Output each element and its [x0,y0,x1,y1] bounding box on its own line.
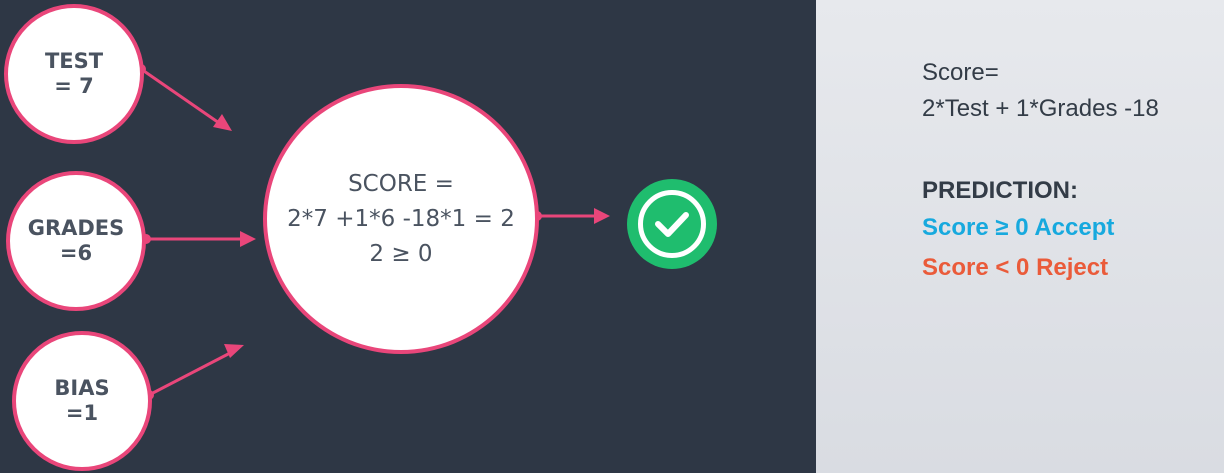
output-badge [627,179,717,269]
bias-label: BIAS [54,376,110,400]
arrowhead-bias [224,344,244,358]
arrowhead-test [213,114,232,131]
grades-value: =6 [59,241,93,265]
score-node: SCORE = 2*7 +1*6 -18*1 = 2 2 ≥ 0 [263,84,539,354]
edge-test-to-score [140,67,223,127]
grades-label: GRADES [27,216,125,240]
input-node-grades: GRADES =6 [6,171,146,311]
reject-rule: Score < 0 Reject [922,254,1109,281]
checkmark-icon [638,190,706,258]
test-value: = 7 [54,74,94,98]
explanation-panel [816,0,1224,473]
bias-value: =1 [65,401,99,425]
test-label: TEST [44,49,104,73]
prediction-title: PREDICTION: [922,177,1078,204]
score-calculation: 2*7 +1*6 -18*1 = 2 [287,205,515,232]
diagram-edges [136,64,610,400]
arrowhead-output [594,208,610,224]
formula-label: Score= [922,59,999,86]
accept-rule: Score ≥ 0 Accept [922,214,1115,241]
edge-bias-to-score [148,349,235,397]
input-node-test: TEST = 7 [4,4,144,144]
arrowhead-grades [240,231,256,247]
score-label: SCORE = [348,170,454,197]
input-node-bias: BIAS =1 [12,331,152,471]
formula-body: 2*Test + 1*Grades -18 [922,95,1159,122]
score-comparison: 2 ≥ 0 [369,240,433,267]
